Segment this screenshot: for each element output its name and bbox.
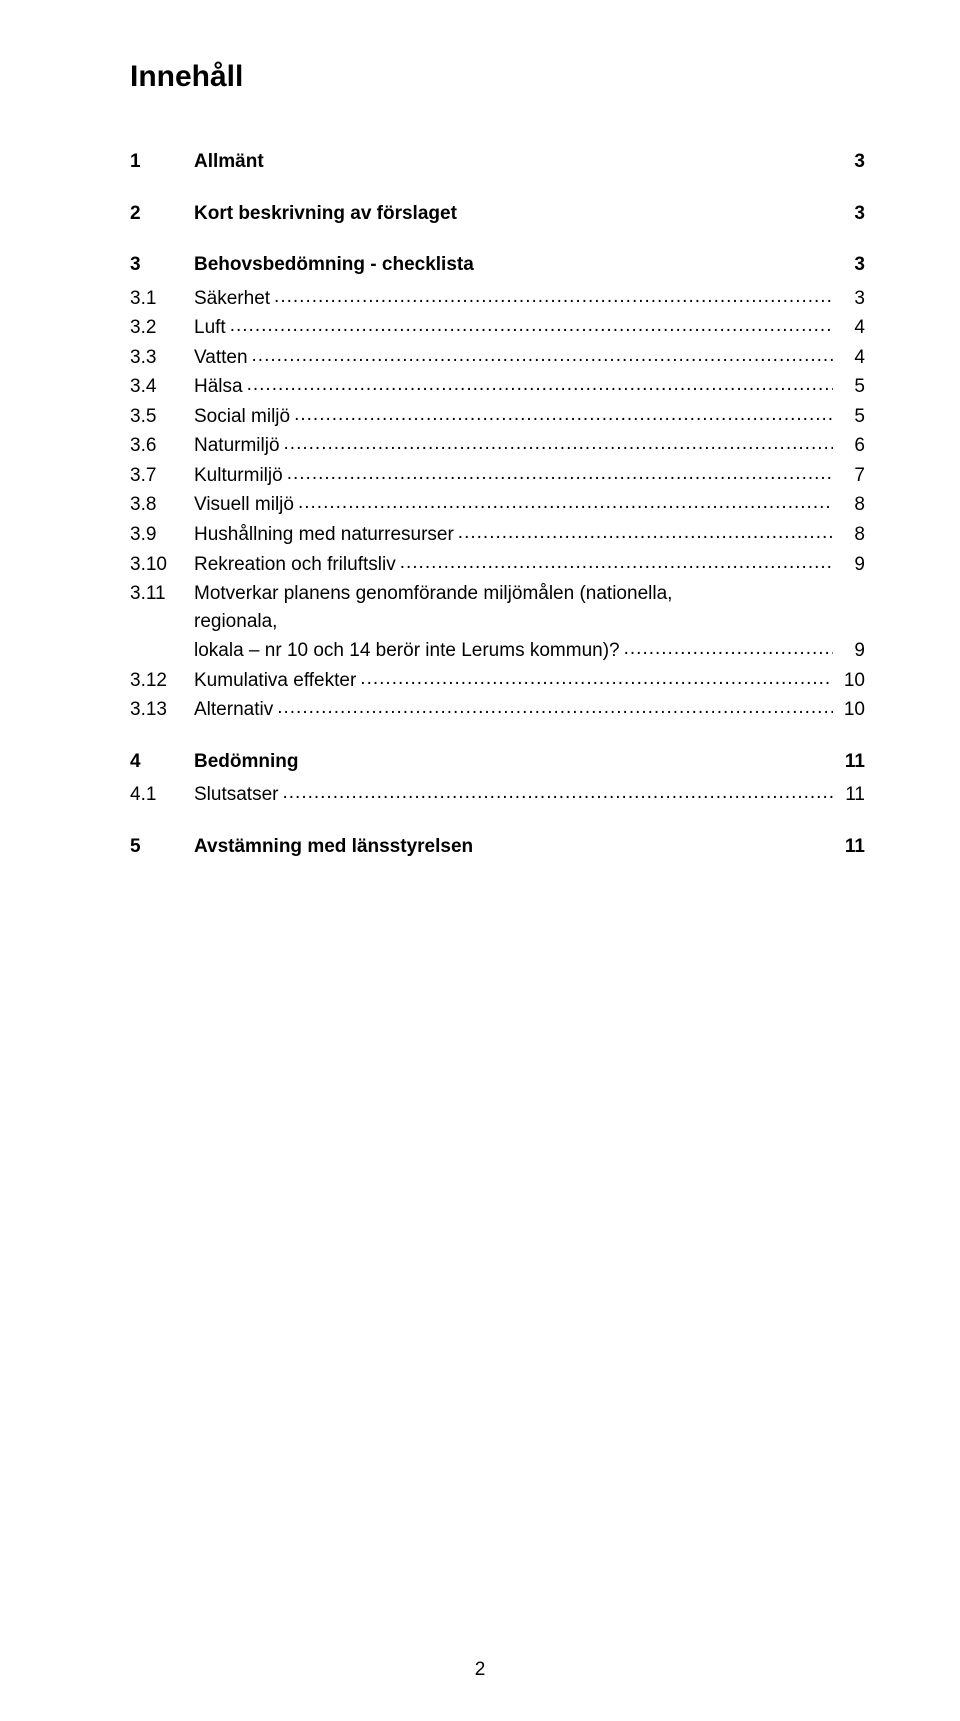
toc-entry-number: 3.13 xyxy=(130,696,194,724)
toc-entry-number: 4 xyxy=(130,748,194,776)
page-title: Innehåll xyxy=(130,60,865,94)
toc-entry: 1Allmänt 3 xyxy=(130,148,865,176)
toc-entry-number: 3.6 xyxy=(130,432,194,460)
toc-entry-label: Allmänt xyxy=(194,148,264,176)
toc-entry-number: 3.12 xyxy=(130,667,194,695)
toc-entry: 3.9Hushållning med naturresurser 8 xyxy=(130,521,865,549)
toc-entry-number: 2 xyxy=(130,200,194,228)
toc-leader xyxy=(360,665,833,693)
toc-entry: 4Bedömning 11 xyxy=(130,748,865,776)
toc-leader xyxy=(294,401,833,429)
toc-entry-page: 3 xyxy=(837,251,865,279)
toc-entry-number: 3.3 xyxy=(130,344,194,372)
toc-entry-page: 10 xyxy=(837,696,865,724)
toc-entry-label: Bedömning xyxy=(194,748,299,776)
toc-entry: 3Behovsbedömning - checklista3 xyxy=(130,251,865,279)
toc-entry-label: lokala – nr 10 och 14 berör inte Lerums … xyxy=(194,637,620,665)
toc-entry-number: 3 xyxy=(130,251,194,279)
toc-entry: 3.2Luft 4 xyxy=(130,314,865,342)
toc-entry-number: 3.7 xyxy=(130,462,194,490)
table-of-contents: 1Allmänt32Kort beskrivning av förslaget3… xyxy=(130,148,865,860)
page-number: 2 xyxy=(475,1659,486,1681)
toc-entry: 3.3Vatten 4 xyxy=(130,344,865,372)
toc-entry: 5Avstämning med länsstyrelsen 11 xyxy=(130,833,865,861)
toc-leader xyxy=(458,519,833,547)
toc-entry-label: Säkerhet xyxy=(194,285,270,313)
toc-entry-page: 7 xyxy=(837,462,865,490)
toc-leader xyxy=(277,694,833,722)
toc-entry-page: 4 xyxy=(837,314,865,342)
toc-entry: 3.5Social miljö 5 xyxy=(130,403,865,431)
toc-entry-label: Kulturmiljö xyxy=(194,462,283,490)
toc-entry-page: 8 xyxy=(837,521,865,549)
toc-entry: 3.7Kulturmiljö 7 xyxy=(130,462,865,490)
toc-entry-label: Kort beskrivning av förslaget xyxy=(194,200,457,228)
toc-entry-label: Alternativ xyxy=(194,696,273,724)
toc-entry-page: 8 xyxy=(837,491,865,519)
toc-entry: 3.11Motverkar planens genomförande miljö… xyxy=(130,580,865,635)
toc-entry-number: 3.9 xyxy=(130,521,194,549)
toc-entry-label: Motverkar planens genomförande miljömåle… xyxy=(194,580,714,635)
toc-entry: 3.10Rekreation och friluftsliv 9 xyxy=(130,551,865,579)
toc-entry-label: Vatten xyxy=(194,344,248,372)
toc-entry-label: Social miljö xyxy=(194,403,290,431)
toc-entry-label: Luft xyxy=(194,314,226,342)
toc-entry: 3.13Alternativ 10 xyxy=(130,696,865,724)
toc-entry-number: 3.11 xyxy=(130,580,194,608)
toc-entry-label: Slutsatser xyxy=(194,781,278,809)
toc-entry-number: 3.5 xyxy=(130,403,194,431)
toc-leader xyxy=(282,779,833,807)
toc-entry-page: 5 xyxy=(837,403,865,431)
toc-entry-page: 11 xyxy=(837,748,865,776)
toc-entry-page: 9 xyxy=(837,637,865,665)
toc-entry-label: Rekreation och friluftsliv xyxy=(194,551,396,579)
toc-leader xyxy=(624,635,833,663)
toc-leader xyxy=(284,430,833,458)
document-page: Innehåll 1Allmänt32Kort beskrivning av f… xyxy=(0,0,960,1721)
toc-leader xyxy=(247,371,833,399)
toc-entry-number: 3.1 xyxy=(130,285,194,313)
toc-entry-number: 1 xyxy=(130,148,194,176)
toc-leader xyxy=(400,549,833,577)
toc-entry-number: 3.2 xyxy=(130,314,194,342)
toc-entry-page: 9 xyxy=(837,551,865,579)
toc-entry: 3.12Kumulativa effekter 10 xyxy=(130,667,865,695)
toc-entry: 3.8Visuell miljö 8 xyxy=(130,491,865,519)
toc-entry: 3.4Hälsa 5 xyxy=(130,373,865,401)
toc-entry-number: 3.10 xyxy=(130,551,194,579)
toc-entry-label: Kumulativa effekter xyxy=(194,667,356,695)
toc-entry-number: 5 xyxy=(130,833,194,861)
toc-entry-number: 3.8 xyxy=(130,491,194,519)
toc-entry-label: Avstämning med länsstyrelsen xyxy=(194,833,473,861)
toc-entry-page: 6 xyxy=(837,432,865,460)
toc-entry-page: 4 xyxy=(837,344,865,372)
toc-entry-page: 3 xyxy=(837,200,865,228)
toc-entry: 3.6Naturmiljö 6 xyxy=(130,432,865,460)
toc-entry-label: Behovsbedömning - checklista xyxy=(194,251,474,279)
toc-entry-page: 3 xyxy=(837,285,865,313)
toc-entry-label: Naturmiljö xyxy=(194,432,280,460)
toc-entry-page: 11 xyxy=(837,833,865,861)
toc-entry: 4.1Slutsatser 11 xyxy=(130,781,865,809)
toc-leader xyxy=(274,283,833,311)
toc-leader xyxy=(252,342,833,370)
toc-leader xyxy=(287,460,833,488)
toc-entry-page: 10 xyxy=(837,667,865,695)
toc-entry-page: 3 xyxy=(837,148,865,176)
toc-entry: 3.1Säkerhet 3 xyxy=(130,285,865,313)
toc-entry-page: 11 xyxy=(837,781,865,809)
toc-entry: 2Kort beskrivning av förslaget 3 xyxy=(130,200,865,228)
toc-leader xyxy=(298,489,833,517)
toc-entry-label: Hushållning med naturresurser xyxy=(194,521,454,549)
toc-entry: lokala – nr 10 och 14 berör inte Lerums … xyxy=(130,637,865,665)
toc-entry-label: Visuell miljö xyxy=(194,491,294,519)
toc-entry-number: 4.1 xyxy=(130,781,194,809)
toc-entry-page: 5 xyxy=(837,373,865,401)
toc-leader xyxy=(230,312,833,340)
toc-entry-label: Hälsa xyxy=(194,373,243,401)
toc-entry-number: 3.4 xyxy=(130,373,194,401)
